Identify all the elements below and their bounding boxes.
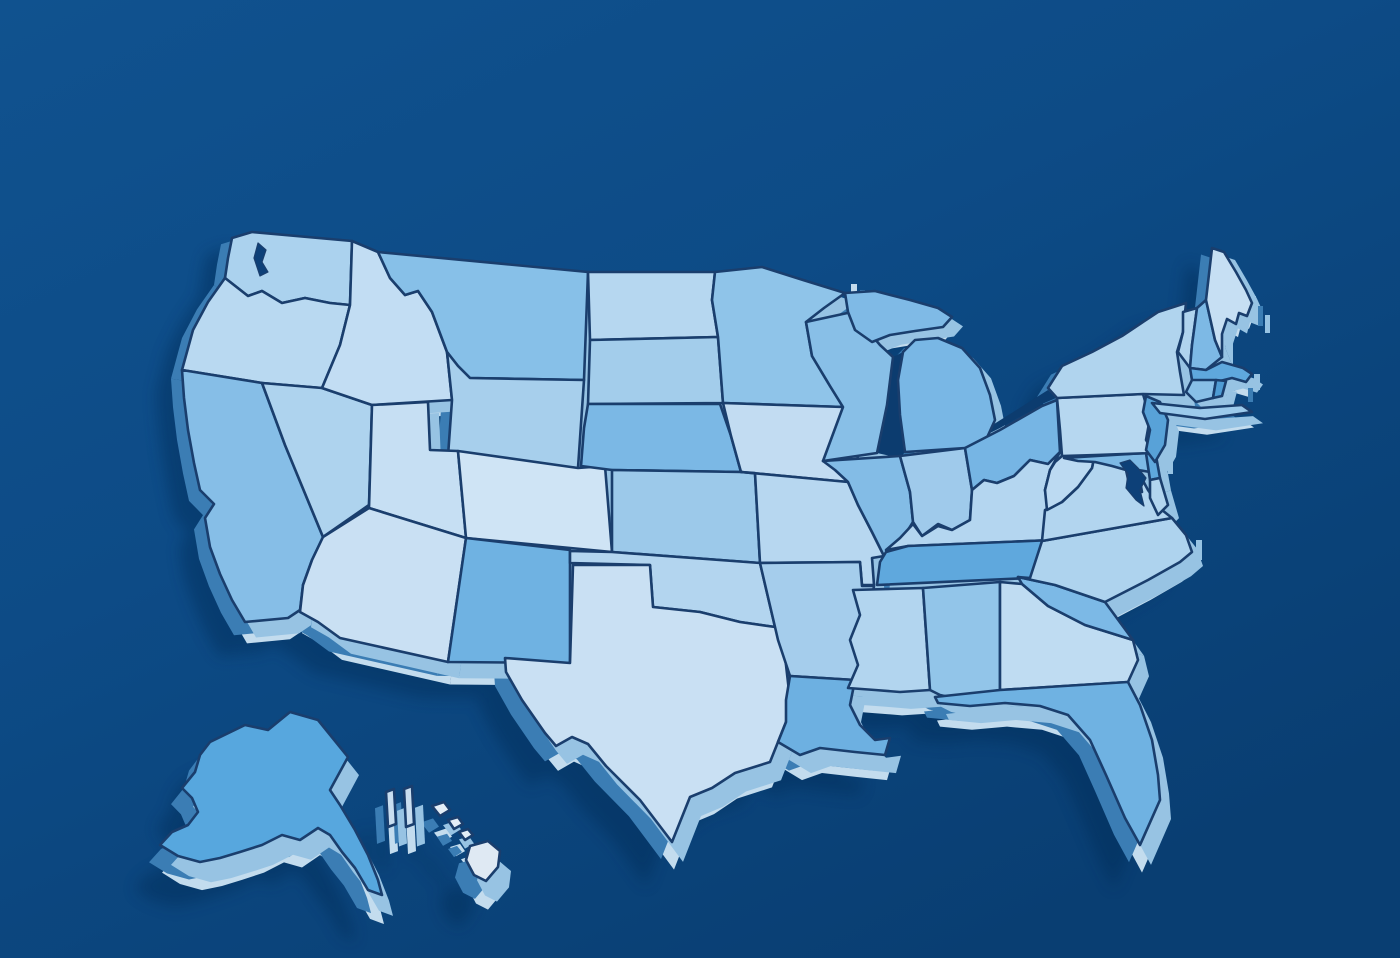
state-pennsylvania bbox=[1055, 392, 1156, 458]
state-louisiana bbox=[776, 674, 892, 757]
state-nebraska bbox=[579, 402, 743, 474]
coastal-cliff-4 bbox=[1254, 374, 1260, 390]
coastal-cliff-1 bbox=[1250, 296, 1256, 320]
florida-shadow bbox=[909, 718, 1134, 890]
state-south-dakota bbox=[586, 335, 725, 406]
state-hawaii-molokai bbox=[446, 815, 465, 831]
hawaii-oahu-side-left bbox=[421, 818, 439, 833]
puget-sound bbox=[253, 242, 269, 277]
state-rhode-island bbox=[1211, 378, 1228, 400]
rhode-island-side-right bbox=[1224, 390, 1237, 409]
state-north-dakota bbox=[586, 270, 720, 342]
state-hawaii-big-island bbox=[464, 839, 502, 883]
hawaii-molokai-shadow bbox=[422, 859, 437, 873]
coastal-cliff-3 bbox=[1265, 315, 1270, 333]
state-florida bbox=[933, 680, 1162, 847]
state-connecticut bbox=[1184, 378, 1218, 404]
state-hawaii-maui bbox=[457, 827, 475, 842]
hawaii-maui-shadow bbox=[433, 872, 447, 884]
state-north-carolina bbox=[1016, 516, 1194, 604]
state-hawaii-kauai bbox=[402, 784, 416, 829]
hawaii-maui-side-left bbox=[448, 845, 462, 858]
state-alabama bbox=[921, 580, 1002, 705]
states-top-layer bbox=[158, 230, 1254, 897]
state-new-mexico bbox=[446, 536, 572, 665]
state-alaska bbox=[158, 710, 384, 897]
state-michigan-upper-peninsula bbox=[843, 289, 954, 344]
state-maine bbox=[1204, 246, 1254, 359]
state-kansas bbox=[610, 468, 762, 565]
long-island-side-right bbox=[1163, 414, 1263, 431]
hawaii-big-island-shadow bbox=[440, 884, 474, 927]
water-inlets-layer bbox=[253, 242, 1147, 507]
state-long-island bbox=[1150, 401, 1254, 421]
coastal-cliff-2 bbox=[1258, 306, 1263, 326]
state-hawaii-oahu bbox=[430, 800, 452, 818]
chesapeake-bay bbox=[1119, 459, 1147, 507]
state-wyoming bbox=[445, 350, 586, 470]
state-mississippi bbox=[846, 586, 932, 694]
state-colorado bbox=[456, 449, 614, 554]
coastal-cliff-8 bbox=[1196, 540, 1202, 560]
coastal-cliff-7 bbox=[1168, 452, 1173, 474]
hawaii-kauai-side-right bbox=[415, 804, 425, 847]
coastal-cliff-6 bbox=[1170, 420, 1176, 446]
state-hawaii-niihau bbox=[384, 787, 398, 829]
hawaii-niihau-side-left bbox=[375, 805, 385, 844]
hawaii-molokai-side-left bbox=[437, 833, 452, 846]
coastal-cliff-5 bbox=[1248, 388, 1253, 402]
state-texas bbox=[503, 563, 792, 844]
state-delmarva-peninsula bbox=[1148, 476, 1170, 517]
